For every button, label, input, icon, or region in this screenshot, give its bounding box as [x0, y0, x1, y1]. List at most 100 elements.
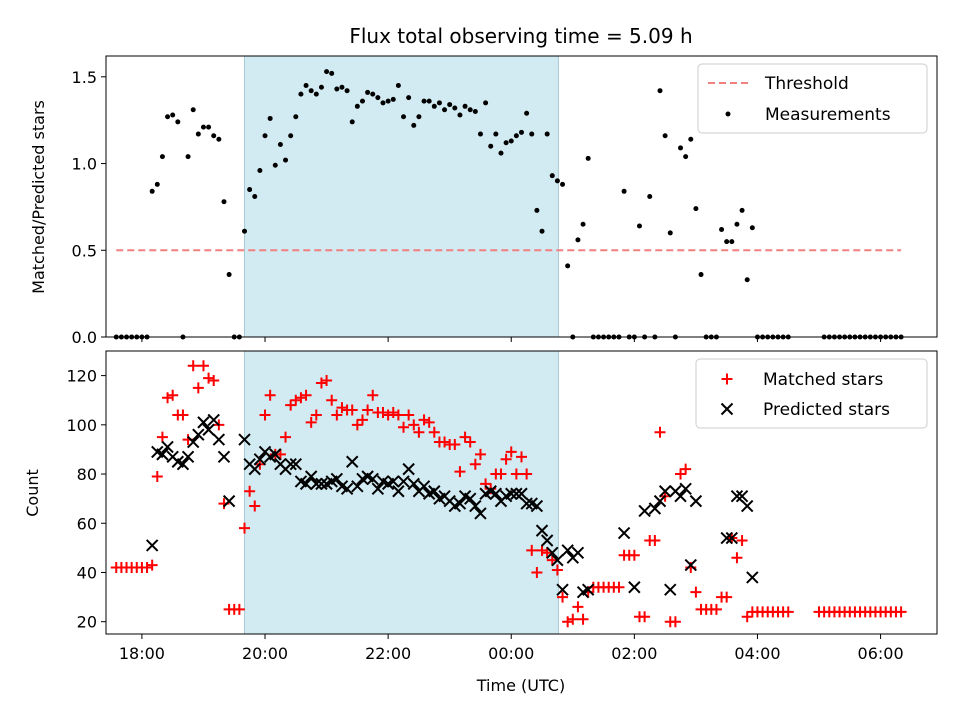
- measurement-point: [308, 88, 314, 94]
- measurement-point: [442, 107, 448, 113]
- predicted-star-point: [453, 497, 467, 510]
- matched-star-point: [536, 544, 548, 556]
- x-tick-label: 02:00: [611, 644, 657, 663]
- matched-star-point: [654, 426, 666, 438]
- measurement-point: [529, 131, 535, 137]
- predicted-star-point: [463, 492, 477, 505]
- matched-star-point: [331, 409, 343, 421]
- measurement-point: [344, 88, 350, 94]
- measurement-point: [421, 98, 427, 104]
- measurement-point: [365, 89, 371, 95]
- matched-star-point: [367, 389, 379, 401]
- matched-star-point: [557, 591, 569, 603]
- measurement-point: [524, 110, 530, 116]
- predicted-star-point: [664, 583, 677, 596]
- matched-star-point: [628, 549, 640, 561]
- measurement-point: [519, 129, 524, 135]
- matched-star-point: [551, 564, 563, 576]
- measurement-point: [206, 124, 212, 130]
- measurement-point: [406, 95, 412, 101]
- measurement-point: [565, 263, 571, 269]
- matched-star-point: [505, 446, 517, 458]
- measurement-point: [370, 91, 376, 97]
- matched-star-point: [500, 453, 512, 465]
- measurement-point: [226, 272, 232, 278]
- predicted-star-point: [546, 546, 559, 559]
- measurement-point: [380, 100, 386, 106]
- matched-star-point: [162, 392, 174, 404]
- legend-predicted-label: Predicted stars: [763, 400, 890, 420]
- matched-star-point: [315, 377, 327, 389]
- predicted-star-point: [689, 494, 703, 508]
- matched-star-point: [567, 613, 579, 625]
- matched-star-point: [192, 382, 204, 394]
- measurement-point: [318, 84, 324, 90]
- measurement-point: [734, 221, 740, 227]
- matched-star-point: [526, 544, 538, 556]
- matched-star-point: [244, 485, 256, 497]
- measurement-point: [724, 239, 730, 245]
- predicted-star-point: [407, 477, 420, 491]
- predicted-star-point: [202, 423, 215, 436]
- measurement-point: [503, 140, 509, 146]
- predicted-star-point: [269, 448, 282, 461]
- legend-predicted-swatch: [720, 402, 734, 416]
- predicted-star-point: [197, 416, 210, 429]
- predicted-star-point: [540, 534, 554, 547]
- predicted-star-point: [581, 583, 595, 596]
- measurement-point: [662, 133, 668, 139]
- matched-star-point: [295, 392, 307, 404]
- measurement-point: [154, 181, 160, 187]
- top-observing-window-shade: [244, 55, 559, 338]
- measurement-point: [216, 136, 222, 142]
- predicted-star-point: [387, 475, 400, 488]
- matched-star-point: [239, 522, 250, 534]
- matched-star-point: [346, 404, 358, 416]
- measurement-point: [349, 119, 355, 125]
- chart-title: Flux total observing time = 5.09 h: [349, 24, 692, 48]
- x-axis-label: Time (UTC): [476, 676, 565, 695]
- predicted-star-point: [628, 581, 641, 594]
- predicted-star-point: [740, 499, 754, 513]
- matched-star-point: [310, 409, 322, 421]
- bottom-y-tick-label: 120: [66, 367, 97, 386]
- matched-star-point: [495, 468, 507, 480]
- measurement-point: [580, 221, 586, 227]
- measurement-point: [560, 181, 566, 187]
- matched-star-point: [474, 448, 486, 460]
- bottom-axis-ticks: 20 40 60 80 100 120 18:00 20:00 22:00 00:00 02:00 0…: [66, 367, 903, 663]
- predicted-star-point: [535, 524, 549, 537]
- measurement-point: [472, 109, 478, 115]
- measurement-point: [667, 230, 673, 236]
- predicted-star-point: [330, 472, 344, 486]
- measurement-point: [585, 155, 591, 161]
- predicted-star-point: [474, 507, 487, 520]
- measurement-point: [262, 133, 268, 139]
- measurement-point: [688, 136, 694, 142]
- predicted-star-point: [217, 450, 231, 464]
- predicted-star-point: [684, 558, 697, 572]
- measurement-point: [657, 88, 663, 94]
- top-legend-box: [697, 63, 928, 134]
- matched-star-point: [546, 554, 558, 566]
- measurement-point: [288, 133, 294, 139]
- measurement-point: [452, 105, 458, 111]
- predicted-star-point: [192, 428, 205, 441]
- measurement-point: [190, 107, 196, 113]
- predicted-star-point: [653, 494, 667, 508]
- matched-star-point: [721, 591, 733, 603]
- predicted-star-point: [222, 494, 236, 508]
- measurement-point: [683, 154, 689, 160]
- matched-star-point: [167, 389, 179, 401]
- matched-star-point: [562, 616, 574, 628]
- measurement-point: [483, 100, 489, 106]
- matched-star-point: [521, 468, 533, 480]
- predicted-star-point: [556, 583, 569, 596]
- x-tick-label: 22:00: [365, 644, 411, 663]
- measurement-point: [698, 272, 704, 278]
- bottom-y-tick-label: 20: [77, 613, 97, 632]
- predicted-star-point: [284, 457, 297, 471]
- matched-star-point: [274, 448, 286, 460]
- predicted-star-point: [156, 448, 169, 461]
